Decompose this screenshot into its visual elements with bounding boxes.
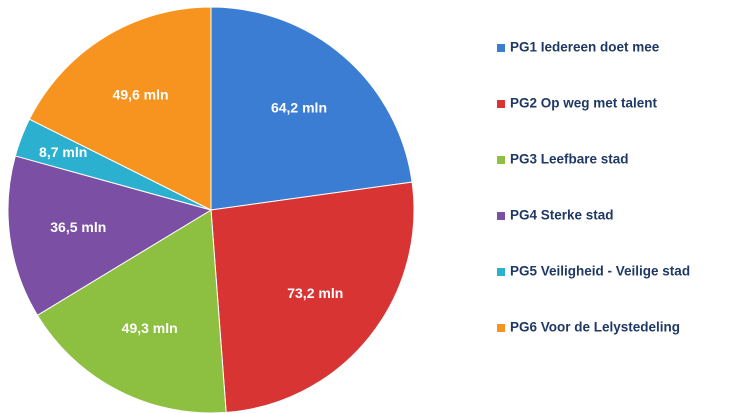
pie-slice <box>7 155 213 316</box>
legend-swatch <box>497 156 505 164</box>
slice-label: 49,3 mln <box>122 320 178 336</box>
slice-label: 73,2 mln <box>287 285 343 301</box>
legend-label: PG2 Op weg met talent <box>510 96 658 111</box>
legend-swatch <box>497 324 505 332</box>
legend-label: PG1 Iedereen doet mee <box>510 40 660 55</box>
legend-swatch <box>497 44 505 52</box>
slice-label: 36,5 mln <box>50 219 106 235</box>
slice-label: 64,2 mln <box>271 100 327 116</box>
legend-label: PG5 Veiligheid - Veilige stad <box>510 264 690 279</box>
legend-swatch <box>497 212 505 220</box>
legend-swatch <box>497 100 505 108</box>
legend-label: PG4 Sterke stad <box>510 208 614 223</box>
pie-slice <box>210 181 415 413</box>
slice-label: 49,6 mln <box>113 87 169 103</box>
legend-label: PG3 Leefbare stad <box>510 152 629 167</box>
slice-label: 8,7 mln <box>39 144 87 160</box>
legend-swatch <box>497 268 505 276</box>
pie-slice <box>28 6 212 211</box>
pie-slice <box>210 6 413 211</box>
legend-label: PG6 Voor de Lelystedeling <box>510 320 680 335</box>
